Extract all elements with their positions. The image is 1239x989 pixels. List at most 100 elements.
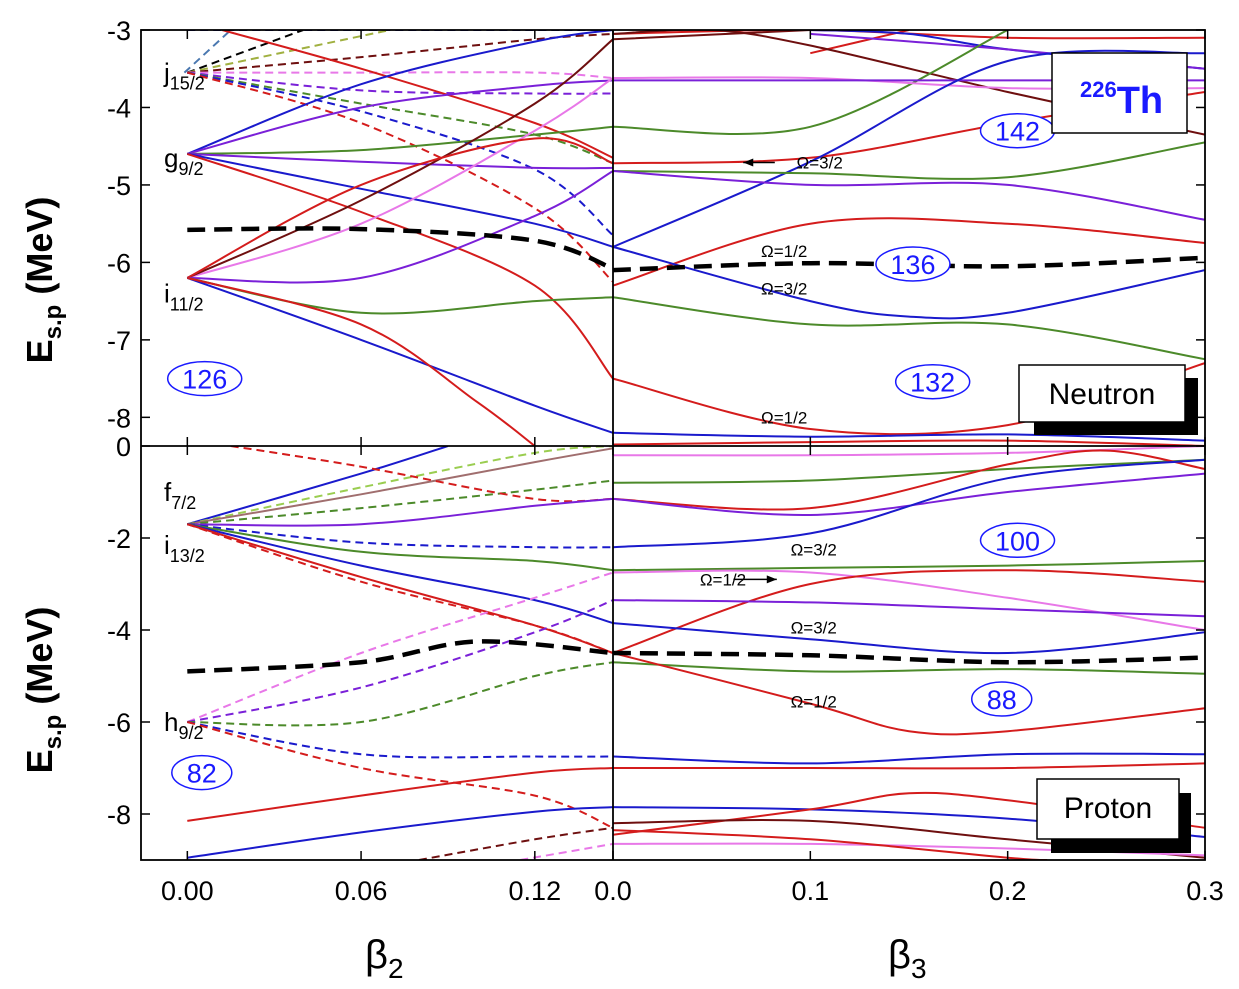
proton-level-beta3-1: [612, 458, 1205, 484]
neutron-level-beta3-10: [612, 49, 1205, 248]
neutron-level-beta3-14: [612, 245, 1205, 320]
neutron-level-beta3-15: [612, 296, 1205, 361]
magic-number-text: 100: [995, 526, 1040, 556]
neutron-ytick-label-1: -4: [107, 93, 131, 123]
magic-ellipse: [894, 363, 971, 400]
plot-frame: [140, 29, 1206, 861]
proton-level-beta3-11: [612, 652, 1205, 736]
neutron-magic-126: 126: [166, 360, 243, 397]
proton-orbital-label-2: h9/2: [164, 707, 204, 743]
proton-omega-label-3: Ω=1/2: [791, 692, 837, 711]
magic-ellipse: [171, 754, 233, 791]
proton-level-beta2-9: [187, 523, 614, 654]
x-axis-label-beta2: β2: [365, 933, 404, 984]
plot-layer: [183, 30, 1205, 860]
magic-number-text: 82: [187, 759, 217, 789]
proton-orbital-label-1: i13/2: [164, 530, 205, 566]
nucleus-mass: 226: [1080, 77, 1117, 102]
proton-omega-label-1: Ω=1/2: [700, 570, 746, 589]
frame-layer: [140, 29, 1206, 861]
proton-orbital-label-0: f7/2: [164, 477, 196, 513]
neutron-level-beta2-12: [187, 79, 614, 155]
beta3-xtick-label-1: 0.1: [792, 876, 830, 906]
proton-level-beta2-16: [187, 767, 614, 822]
neutron-level-beta3-13: [612, 217, 1205, 287]
beta3-sub: 3: [911, 953, 927, 984]
y-axis-label-neutron: Es.p (MeV): [19, 197, 67, 364]
proton-level-beta2-19: [520, 842, 614, 860]
proton-fermi-beta2: [187, 639, 614, 674]
proton-ytick-label-1: -2: [107, 524, 131, 554]
neutron-label-text: Neutron: [1049, 378, 1156, 411]
proton-level-beta3-13: [612, 762, 1205, 770]
proton-ytick-label-0: 0: [116, 432, 131, 462]
neutron-level-beta2-15: [187, 152, 614, 248]
proton-level-beta3-3: [612, 472, 1205, 517]
proton-level-beta2-4: [230, 446, 614, 503]
magic-number-text: 88: [987, 685, 1017, 715]
proton-ytick-label-4: -8: [107, 800, 131, 830]
proton-levels: [186, 446, 1205, 860]
proton-ytick-label-3: -6: [107, 708, 131, 738]
neutron-level-beta2-17: [187, 77, 614, 279]
proton-level-beta2-17: [187, 806, 614, 859]
neutron-level-beta2-23: [187, 276, 536, 446]
neutron-orbital-label-2: i11/2: [164, 278, 203, 314]
magic-number-text: 142: [995, 117, 1040, 147]
proton-level-beta2-7: [187, 523, 614, 572]
neutron-level-beta2-13: [187, 125, 614, 155]
beta2-xtick-label-2: 0.12: [509, 876, 562, 906]
neutron-level-beta2-19: [186, 137, 614, 279]
magic-ellipse: [970, 681, 1033, 717]
neutron-omega-label-0: Ω=3/2: [797, 153, 843, 172]
neutron-level-beta2-20: [187, 170, 614, 284]
proton-level-beta2-1: [187, 446, 614, 526]
neutron-magic-136: 136: [875, 246, 951, 282]
beta2-base: β: [365, 933, 388, 977]
neutron-orbital-label-0: j15/2: [163, 58, 205, 94]
neutron-label: Neutron: [1018, 364, 1198, 435]
proton-level-beta3-9: [612, 622, 1205, 655]
magic-number-text: 136: [890, 250, 935, 280]
proton-label-text: Proton: [1064, 792, 1152, 825]
neutron-magic-132: 132: [894, 363, 971, 400]
neutron-level-beta3-11: [612, 141, 1205, 180]
neutron-level-beta2-18: [186, 38, 614, 279]
ylab-p-main: E: [19, 749, 60, 773]
proton-level-beta2-13: [187, 661, 614, 727]
proton-level-beta2-12: [187, 599, 614, 723]
neutron-orbital-label-1: g9/2: [164, 143, 204, 179]
neutron-level-beta2-1: [183, 30, 232, 74]
neutron-ytick-label-5: -8: [107, 403, 131, 433]
ylab-p-sub: s.p: [40, 715, 67, 750]
neutron-level-beta2-10: [221, 30, 614, 159]
ylab-n-main: E: [19, 339, 60, 363]
neutron-level-beta2-8: [187, 71, 614, 237]
magic-number-text: 132: [910, 368, 955, 398]
neutron-box: [1018, 364, 1186, 423]
x-axis-label-beta3: β3: [888, 933, 927, 984]
neutron-level-beta2-16: [186, 152, 614, 380]
proton-level-beta3-5: [612, 560, 1205, 572]
neutron-level-beta3-2: [810, 30, 910, 55]
beta3-xtick-label-0: 0.0: [594, 876, 632, 906]
proton-box: [1036, 778, 1180, 840]
ylab-n-sub: s.p: [40, 305, 67, 340]
neutron-ytick-label-2: -5: [107, 171, 131, 201]
proton-level-beta2-6: [187, 523, 614, 549]
magic-ellipse: [875, 246, 951, 282]
neutron-level-beta2-9: [187, 71, 614, 283]
beta3-base: β: [888, 933, 911, 977]
neutron-arrow-0: [743, 158, 775, 167]
proton-level-beta2-5: [187, 497, 614, 527]
proton-level-beta2-3: [187, 479, 614, 526]
neutron-level-beta3-6: [612, 30, 1009, 135]
proton-magic-100: 100: [979, 522, 1056, 559]
proton-level-beta2-11: [186, 571, 614, 723]
nucleus-text: 226Th: [1080, 77, 1163, 122]
proton-level-beta3-6: [612, 569, 1205, 631]
beta2-xtick-label-0: 0.00: [161, 876, 214, 906]
neutron-fermi-beta3: [612, 255, 1205, 273]
nucleus-label: 226Th: [1051, 52, 1188, 134]
